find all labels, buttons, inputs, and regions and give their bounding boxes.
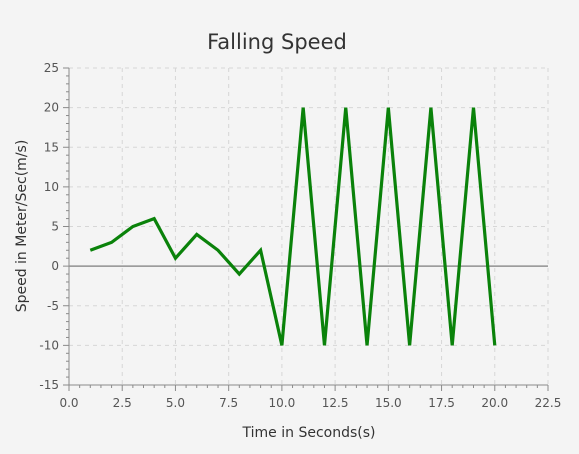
x-tick-label: 17.5 (428, 396, 455, 410)
chart-title: Falling Speed (207, 30, 347, 54)
y-tick-label: 10 (44, 180, 59, 194)
x-tick-label: 2.5 (113, 396, 132, 410)
x-tick-label: 7.5 (219, 396, 238, 410)
x-tick-label: 5.0 (166, 396, 185, 410)
grid-layer (69, 67, 549, 385)
x-tick-label: 15.0 (375, 396, 402, 410)
x-tick-label: 22.5 (535, 396, 562, 410)
x-tick-label: 20.0 (481, 396, 508, 410)
y-tick-label: -15 (39, 378, 59, 392)
y-tick-label: 20 (44, 101, 59, 115)
y-tick-label: 25 (44, 61, 59, 75)
ticks-layer: 0.0 2.5 5.0 7.5 10.0 12.5 15.0 17.5 20.0 22.5 -15 -… (39, 61, 561, 410)
y-tick-label: -5 (47, 299, 59, 313)
x-axis-label: Time in Seconds(s) (242, 425, 376, 441)
y-tick-label: 15 (44, 140, 59, 154)
y-tick-label: -10 (39, 338, 59, 352)
y-tick-label: 0 (51, 259, 59, 273)
y-tick-label: 5 (51, 220, 59, 234)
y-axis-label: Speed in Meter/Sec(m/s) (14, 140, 30, 313)
axes-layer (68, 68, 548, 386)
series-line (89, 107, 497, 346)
series-layer (89, 107, 497, 346)
x-tick-label: 10.0 (269, 396, 296, 410)
x-tick-label: 12.5 (322, 396, 349, 410)
x-tick-label: 0.0 (59, 396, 78, 410)
